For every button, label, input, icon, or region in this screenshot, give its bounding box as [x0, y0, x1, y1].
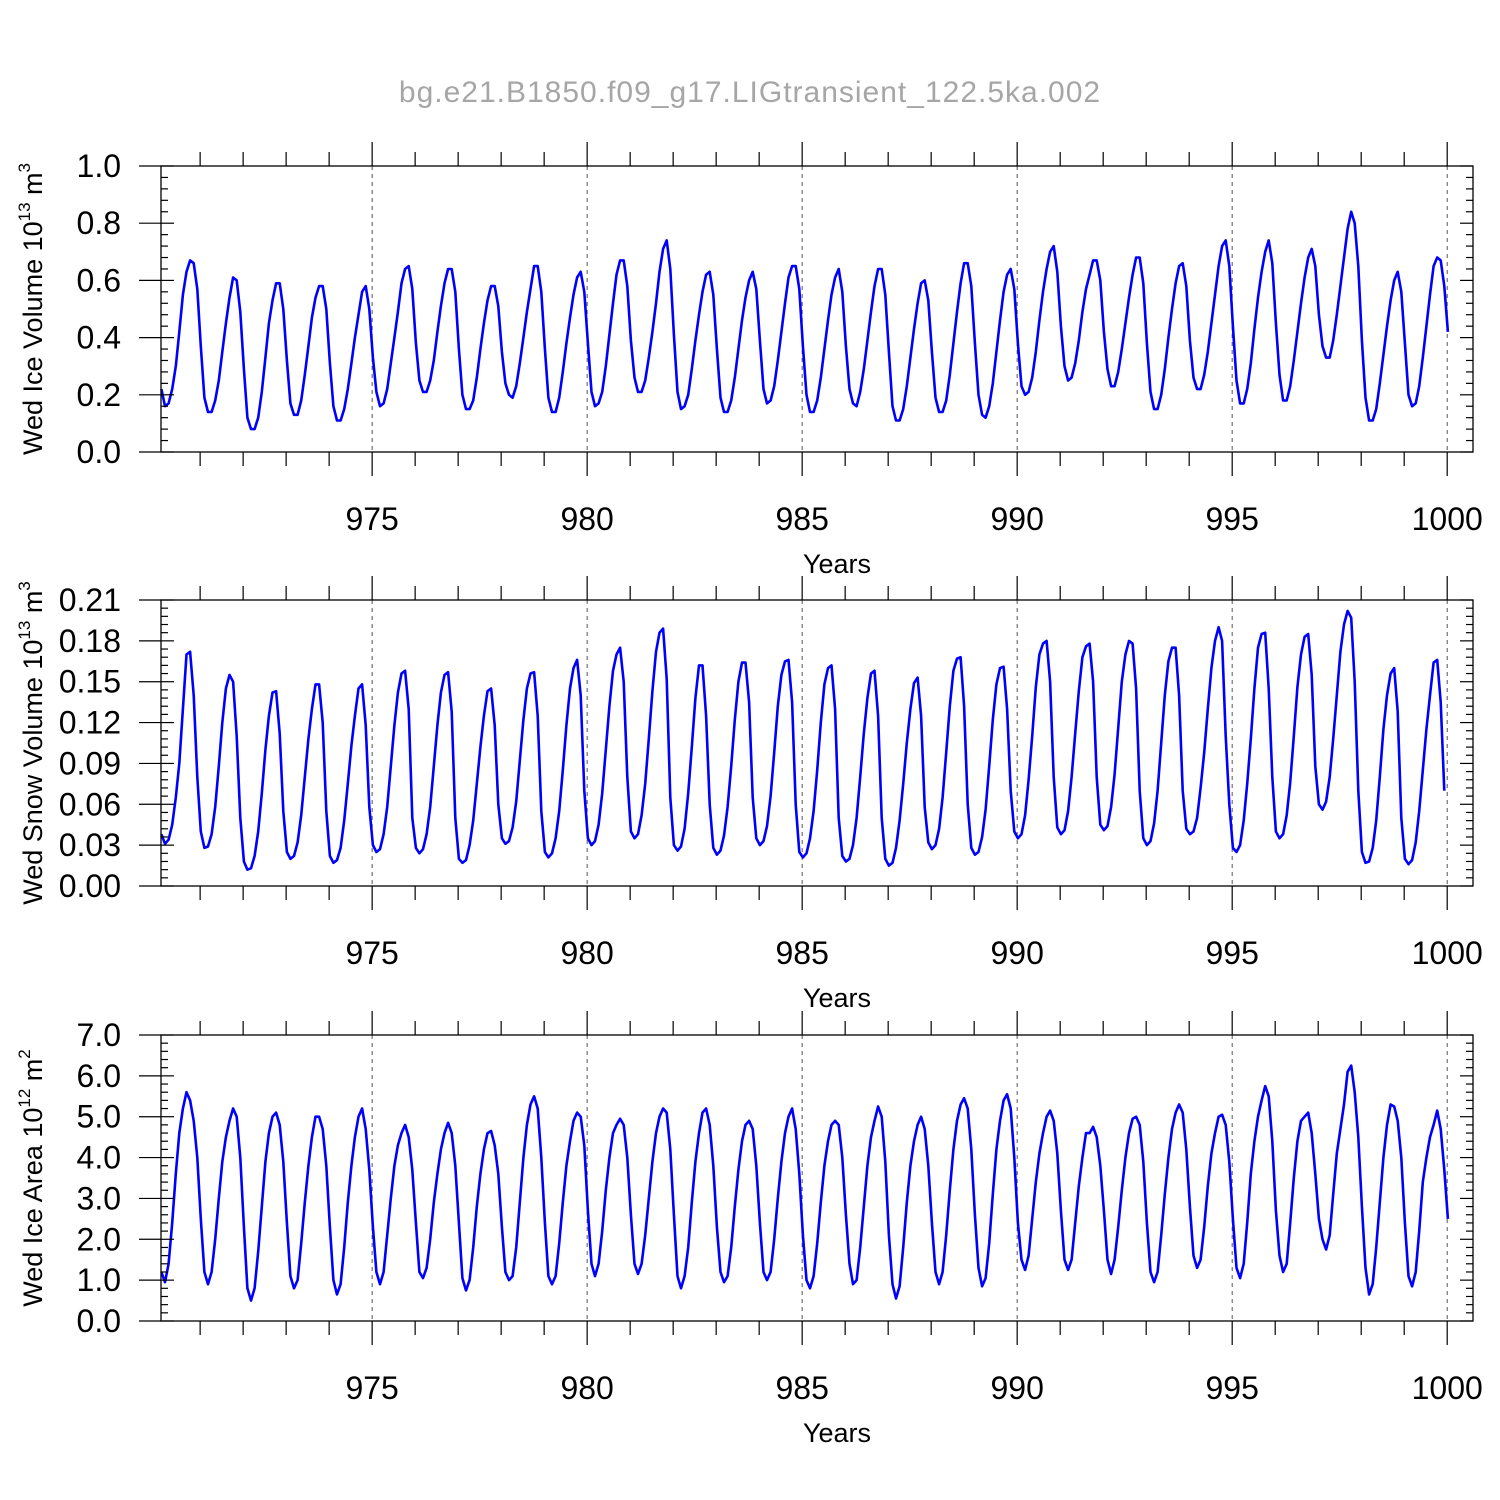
panel-1: 975 980 985 990 995 1000 Years 0.0 0.2 0.4 0.6 0.8 1…: [15, 142, 1483, 579]
y-tick-label: 0.6: [77, 262, 121, 298]
x-tick-label: 995: [1205, 1370, 1258, 1406]
y-tick-label: 0.00: [59, 868, 121, 904]
y-tick-label: 7.0: [77, 1017, 121, 1053]
x-tick-label: 975: [345, 1370, 398, 1406]
y-tick-label: 0.09: [59, 745, 121, 781]
y-tick-label: 0.15: [59, 664, 121, 700]
y-tick-label: 2.0: [77, 1221, 121, 1257]
x-tick-label: 990: [990, 935, 1043, 971]
plot-frame: [160, 1034, 1474, 1322]
y-tick-label: 0.0: [77, 1303, 121, 1339]
y-axis-label-exponent: 3: [15, 163, 34, 172]
data-series-line: [160, 210, 1450, 431]
y-axis-label-exponent: 3: [15, 581, 34, 590]
y-tick-label: 0.03: [59, 827, 121, 863]
y-tick-label: 0.2: [77, 377, 121, 413]
panel-2: 975 980 985 990 995 1000 Years 0.00 0.03 0.06 0.09…: [15, 576, 1483, 1013]
plot-frame: [160, 599, 1474, 887]
y-axis-label: Wed Snow Volume 1013 m3: [15, 581, 48, 905]
y-tick-label: 6.0: [77, 1058, 121, 1094]
x-axis-label: Years: [803, 983, 871, 1013]
y-axis-label-text: m: [18, 1059, 48, 1089]
y-tick-label: 5.0: [77, 1099, 121, 1135]
x-tick-label: 985: [775, 935, 828, 971]
data-series-line: [160, 1064, 1450, 1302]
y-tick-label: 1.0: [77, 1262, 121, 1298]
figure-title: bg.e21.B1850.f09_g17.LIGtransient_122.5k…: [399, 76, 1101, 109]
y-axis-label: Wed Ice Volume 1013 m3: [15, 163, 48, 455]
y-axis-label-text: Wed Ice Volume 10: [18, 221, 48, 455]
y-tick-label: 0.4: [77, 320, 121, 356]
y-axis-label-exponent: 13: [15, 202, 34, 221]
panel-3: 975 980 985 990 995 1000 Years 0.0 1.0 2.0 3.0 4.0 5…: [15, 1011, 1483, 1448]
data-series-line: [160, 609, 1446, 872]
y-axis-label-exponent: 2: [15, 1049, 34, 1058]
y-tick-label: 0.18: [59, 623, 121, 659]
x-axis-label: Years: [803, 1418, 871, 1448]
y-tick-label: 0.12: [59, 705, 121, 741]
x-axis-label: Years: [803, 549, 871, 579]
x-tick-label: 995: [1205, 935, 1258, 971]
y-axis-label-text: Wed Snow Volume 10: [18, 640, 48, 905]
x-tick-label: 995: [1205, 501, 1258, 537]
x-tick-label: 980: [560, 1370, 613, 1406]
x-tick-label: 1000: [1412, 1370, 1483, 1406]
x-tick-label: 1000: [1412, 935, 1483, 971]
x-tick-label: 985: [775, 501, 828, 537]
y-tick-label: 3.0: [77, 1180, 121, 1216]
y-tick-label: 0.8: [77, 205, 121, 241]
y-tick-label: 0.0: [77, 434, 121, 470]
x-tick-label: 990: [990, 1370, 1043, 1406]
y-tick-label: 4.0: [77, 1140, 121, 1176]
y-tick-label: 0.06: [59, 786, 121, 822]
y-axis-label-exponent: 13: [15, 621, 34, 640]
plot-frame: [160, 165, 1474, 453]
y-tick-label: 0.21: [59, 582, 121, 618]
y-axis-label-text: Wed Ice Area 10: [18, 1108, 48, 1307]
x-tick-label: 1000: [1412, 501, 1483, 537]
x-tick-label: 975: [345, 935, 398, 971]
y-axis-label: Wed Ice Area 1012 m2: [15, 1049, 48, 1307]
x-tick-label: 980: [560, 935, 613, 971]
y-axis-label-exponent: 12: [15, 1089, 34, 1108]
y-tick-label: 1.0: [77, 148, 121, 184]
panels: 975 980 985 990 995 1000 Years 0.0 0.2 0.4 0.6 0.8 1…: [15, 142, 1483, 1448]
y-axis-label-text: m: [18, 591, 48, 621]
x-tick-label: 990: [990, 501, 1043, 537]
y-axis-label-text: m: [18, 172, 48, 202]
x-tick-label: 985: [775, 1370, 828, 1406]
x-tick-label: 980: [560, 501, 613, 537]
x-tick-label: 975: [345, 501, 398, 537]
